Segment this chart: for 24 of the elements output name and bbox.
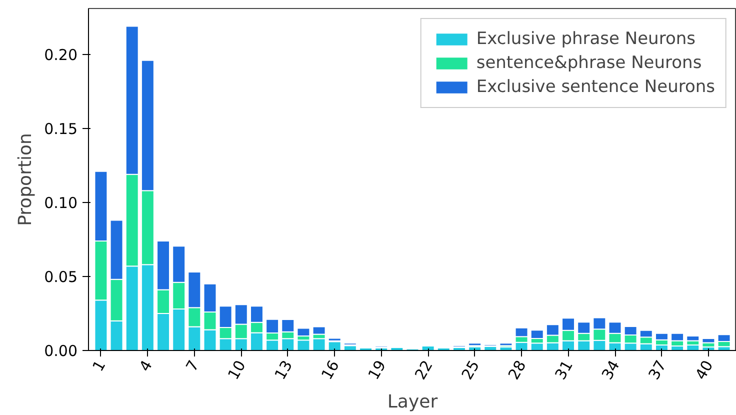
x-tick-label: 37 (644, 357, 670, 383)
x-tick-label: 16 (318, 357, 343, 383)
x-axis-title: Layer (387, 392, 438, 413)
x-tick-label: 40 (692, 357, 717, 383)
legend-label: Exclusive phrase Neurons (476, 29, 696, 49)
y-tick-label: 0.20 (44, 46, 78, 64)
y-axis-title: Proportion (15, 133, 36, 226)
x-tick-label: 22 (411, 357, 436, 383)
x-tick-label: 19 (364, 357, 390, 383)
x-tick-label: 25 (458, 357, 484, 383)
x-tick-label: 7 (182, 357, 203, 375)
x-tick-label: 1 (88, 357, 110, 375)
x-tick-label: 34 (598, 357, 624, 383)
legend-label: Exclusive sentence Neurons (476, 77, 715, 97)
x-tick-label: 31 (551, 357, 577, 383)
y-tick-label: 0.15 (44, 120, 78, 138)
x-tick-label: 10 (224, 357, 250, 383)
y-tick-label: 0.05 (44, 268, 78, 286)
x-tick-label: 28 (504, 357, 530, 383)
x-tick-label: 4 (136, 357, 156, 375)
legend-label: sentence&phrase Neurons (476, 53, 702, 73)
y-tick-label: 0.00 (44, 342, 78, 360)
x-tick-label: 13 (271, 357, 296, 383)
y-tick-label: 0.10 (44, 194, 78, 212)
